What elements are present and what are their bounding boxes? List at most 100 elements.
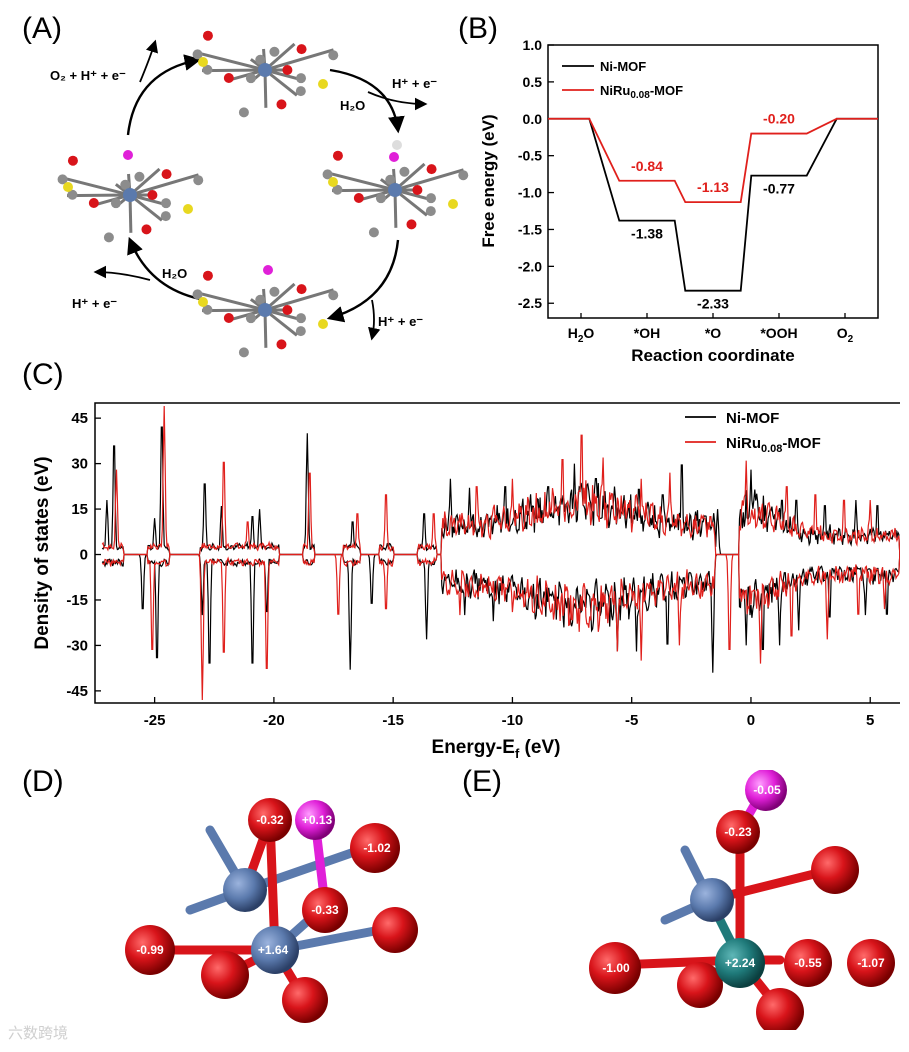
atom <box>296 73 307 84</box>
atom <box>202 30 213 41</box>
hydrogen-species-atom <box>295 800 335 840</box>
atom <box>255 294 266 305</box>
sulfur-atom <box>318 79 328 89</box>
y-tick-label: -2.0 <box>518 258 542 274</box>
atom <box>161 198 172 209</box>
atom <box>193 175 204 186</box>
y-axis-label-c: Density of states (eV) <box>32 456 53 649</box>
atom <box>425 206 436 217</box>
data-label: -0.77 <box>763 181 795 197</box>
plot-frame <box>94 402 900 704</box>
cycle-label-top-right: H⁺ + e⁻ <box>392 76 438 91</box>
y-axis-label-b: Free energy (eV) <box>479 114 498 247</box>
x-tick-label: -20 <box>263 712 285 729</box>
atom <box>255 54 266 65</box>
atom <box>223 313 234 324</box>
oxygen-atom <box>201 951 249 999</box>
atom <box>328 290 339 301</box>
nickel-atom <box>251 926 299 974</box>
adsorbate-atom <box>389 152 399 162</box>
sulfur-atom <box>198 297 208 307</box>
ruthenium-atom <box>715 938 765 988</box>
y-tick-label: 45 <box>71 410 88 427</box>
legend-c: Ni-MOF NiRu0.08-MOF <box>685 410 821 455</box>
legend-text-niru-mof: NiRu0.08-MOF <box>600 83 683 101</box>
release-arrow-bottom-left <box>93 265 151 281</box>
cycle-label-bottom-left: H⁺ + e⁻ <box>72 296 118 311</box>
atom <box>192 49 203 60</box>
release-arrow-top-left <box>139 39 159 83</box>
atom <box>332 184 343 195</box>
x-tick-label: 5 <box>866 712 874 729</box>
free-energy-chart: 1.0 0.5 0.0 -0.5 -1.0 -1.5 -2.0 -2.5 H2O *OH *O *O… <box>479 37 879 365</box>
cycle-arrow-right-bottom <box>326 239 400 323</box>
atom <box>368 227 379 238</box>
charge-label: -0.99 <box>136 943 164 957</box>
charge-label: -0.23 <box>724 825 752 839</box>
atom <box>245 73 256 84</box>
legend-b: Ni-MOF NiRu0.08-MOF <box>562 59 683 101</box>
oxygen-atom <box>282 977 328 1023</box>
y-tick-label: -1.0 <box>518 185 542 201</box>
y-tick-label: 0 <box>80 547 88 564</box>
atom <box>426 193 437 204</box>
x-tick-label: 0 <box>747 712 755 729</box>
charge-label: +0.13 <box>302 813 333 827</box>
charge-structure-d: -0.32 +0.13 -1.02 -0.33 -0.99 +1.64 <box>125 798 418 1023</box>
data-label: -1.38 <box>631 226 663 242</box>
y-tick-label: 15 <box>71 501 88 518</box>
data-label: -1.13 <box>697 179 729 195</box>
nickel-atom <box>223 868 267 912</box>
x-tick-label: *OH <box>634 325 660 341</box>
atom <box>328 50 339 61</box>
atom <box>202 64 213 75</box>
release-arrow-bottom-right <box>368 299 381 341</box>
atom <box>245 313 256 324</box>
charge-label: -1.07 <box>857 956 885 970</box>
atom <box>296 44 307 55</box>
x-tick-label: H2O <box>568 325 595 345</box>
atom <box>202 304 213 315</box>
atom <box>406 219 417 230</box>
series-line-ni-mof <box>548 117 878 292</box>
y-tick-label: -30 <box>66 637 88 654</box>
atom <box>385 174 396 185</box>
oxygen-atom <box>248 798 292 842</box>
charge-label: -1.00 <box>602 961 630 975</box>
panel-label-b: (B) <box>458 12 498 45</box>
x-tick-label: *OOH <box>760 325 797 341</box>
atom <box>426 164 437 175</box>
atom <box>160 211 171 222</box>
atom <box>147 190 158 200</box>
x-tick-label: -25 <box>144 712 166 729</box>
oxygen-atom <box>784 939 832 987</box>
series-line-niru-mof <box>548 117 878 204</box>
data-label: -0.84 <box>631 158 663 174</box>
charge-label: -0.55 <box>794 956 822 970</box>
legend-text-ni-mof: Ni-MOF <box>726 410 779 427</box>
panel-label-c: (C) <box>22 358 64 391</box>
oxygen-atom <box>125 925 175 975</box>
cycle-arrow-left-top <box>126 54 202 136</box>
metal-atom <box>123 188 137 202</box>
atom <box>295 326 306 337</box>
atom <box>276 339 287 350</box>
sulfur-atom <box>328 177 338 187</box>
atom <box>67 155 78 166</box>
atom <box>110 198 121 209</box>
panel-label-d: (D) <box>22 765 64 798</box>
oxygen-atom <box>350 823 400 873</box>
legend-text-niru-mof: NiRu0.08-MOF <box>726 435 821 455</box>
cycle-label-bottom-water: H₂O <box>162 266 188 281</box>
nickel-atom <box>690 878 734 922</box>
x-axis-label-c: Energy-Ef (eV) <box>432 737 561 760</box>
atom <box>458 170 469 181</box>
oxygen-atom <box>372 907 418 953</box>
atom <box>103 232 114 243</box>
y-tick-label: -1.5 <box>518 221 542 237</box>
y-tick-label: -0.5 <box>518 148 542 164</box>
x-tick-label: -5 <box>625 712 638 729</box>
atom <box>276 99 287 110</box>
atom <box>282 305 293 315</box>
atom <box>238 107 249 118</box>
